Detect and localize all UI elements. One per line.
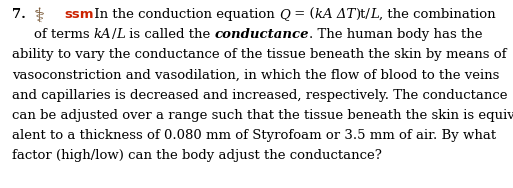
Text: In the conduction equation: In the conduction equation [90,8,280,21]
Text: L: L [370,8,379,21]
Text: vasoconstriction and vasodilation, in which the flow of blood to the veins: vasoconstriction and vasodilation, in wh… [12,68,499,81]
Text: . The human body has the: . The human body has the [309,28,482,41]
Text: kA: kA [94,28,111,41]
Text: is called the: is called the [125,28,214,41]
Text: L: L [116,28,125,41]
Text: ability to vary the conductance of the tissue beneath the skin by means of: ability to vary the conductance of the t… [12,48,506,61]
Text: , the combination: , the combination [379,8,496,21]
Text: Q: Q [280,8,290,21]
Text: factor (high/low) can the body adjust the conductance?: factor (high/low) can the body adjust th… [12,149,382,162]
Text: of terms: of terms [34,28,94,41]
Text: alent to a thickness of 0.080 mm of Styrofoam or 3.5 mm of air. By what: alent to a thickness of 0.080 mm of Styr… [12,129,496,142]
Text: can be adjusted over a range such that the tissue beneath the skin is equiv-: can be adjusted over a range such that t… [12,109,513,122]
Text: 7.: 7. [12,8,26,21]
Text: ⚕: ⚕ [34,7,45,26]
Text: kA ΔT: kA ΔT [315,8,356,21]
Text: conductance: conductance [214,28,309,41]
Text: ssm: ssm [64,8,93,21]
Text: = (: = ( [290,8,315,21]
Text: /: / [111,28,116,41]
Text: and capillaries is decreased and increased, respectively. The conductance: and capillaries is decreased and increas… [12,89,507,102]
Text: )t/: )t/ [356,8,370,21]
